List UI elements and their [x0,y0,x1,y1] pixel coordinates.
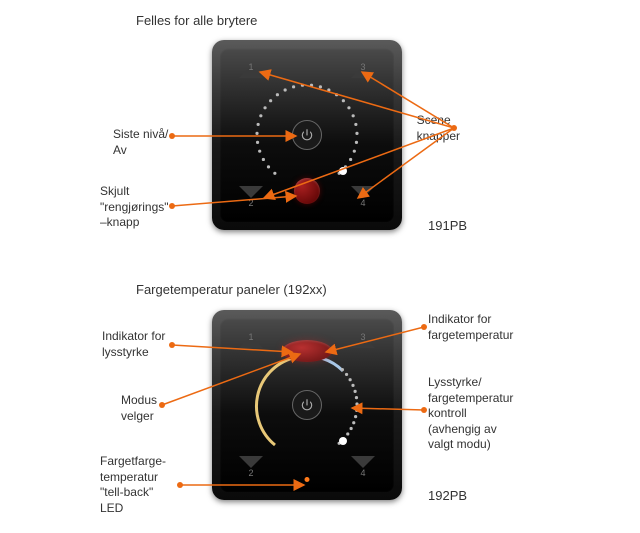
power-button[interactable] [292,390,322,420]
panel-a-inner: 1 3 2 4 [220,48,394,222]
power-icon [292,120,322,150]
label-tellback: Fargetfarge- temperatur "tell-back" LED [100,454,166,516]
panel-b-inner: 1 3 2 4 [220,318,394,492]
panel-a: 1 3 2 4 [212,40,402,230]
power-button[interactable] [292,120,322,150]
label-control: Lysstyrke/ fargetemperatur kontroll (avh… [428,375,513,453]
mode-selector[interactable] [282,340,332,362]
panel-b: 1 3 2 4 [212,310,402,500]
label-last-level-off: Siste nivå/ Av [113,127,168,158]
label-mode-selector: Modus velger [121,393,157,424]
model-a: 191PB [428,218,467,233]
figure-a-title: Felles for alle brytere [136,13,257,28]
label-hidden-cleaning: Skjult "rengjørings" –knapp [100,184,169,231]
label-scene-buttons: Scene knapper [417,113,460,144]
hidden-cleaning-button[interactable] [294,178,320,204]
model-b: 192PB [428,488,467,503]
label-brightness-indicator: Indikator for lysstyrke [102,329,165,360]
power-icon [292,390,322,420]
label-ct-indicator: Indikator for fargetemperatur [428,312,513,343]
tellback-led [305,477,310,482]
figure-b-title: Fargetemperatur paneler (192xx) [136,282,327,297]
